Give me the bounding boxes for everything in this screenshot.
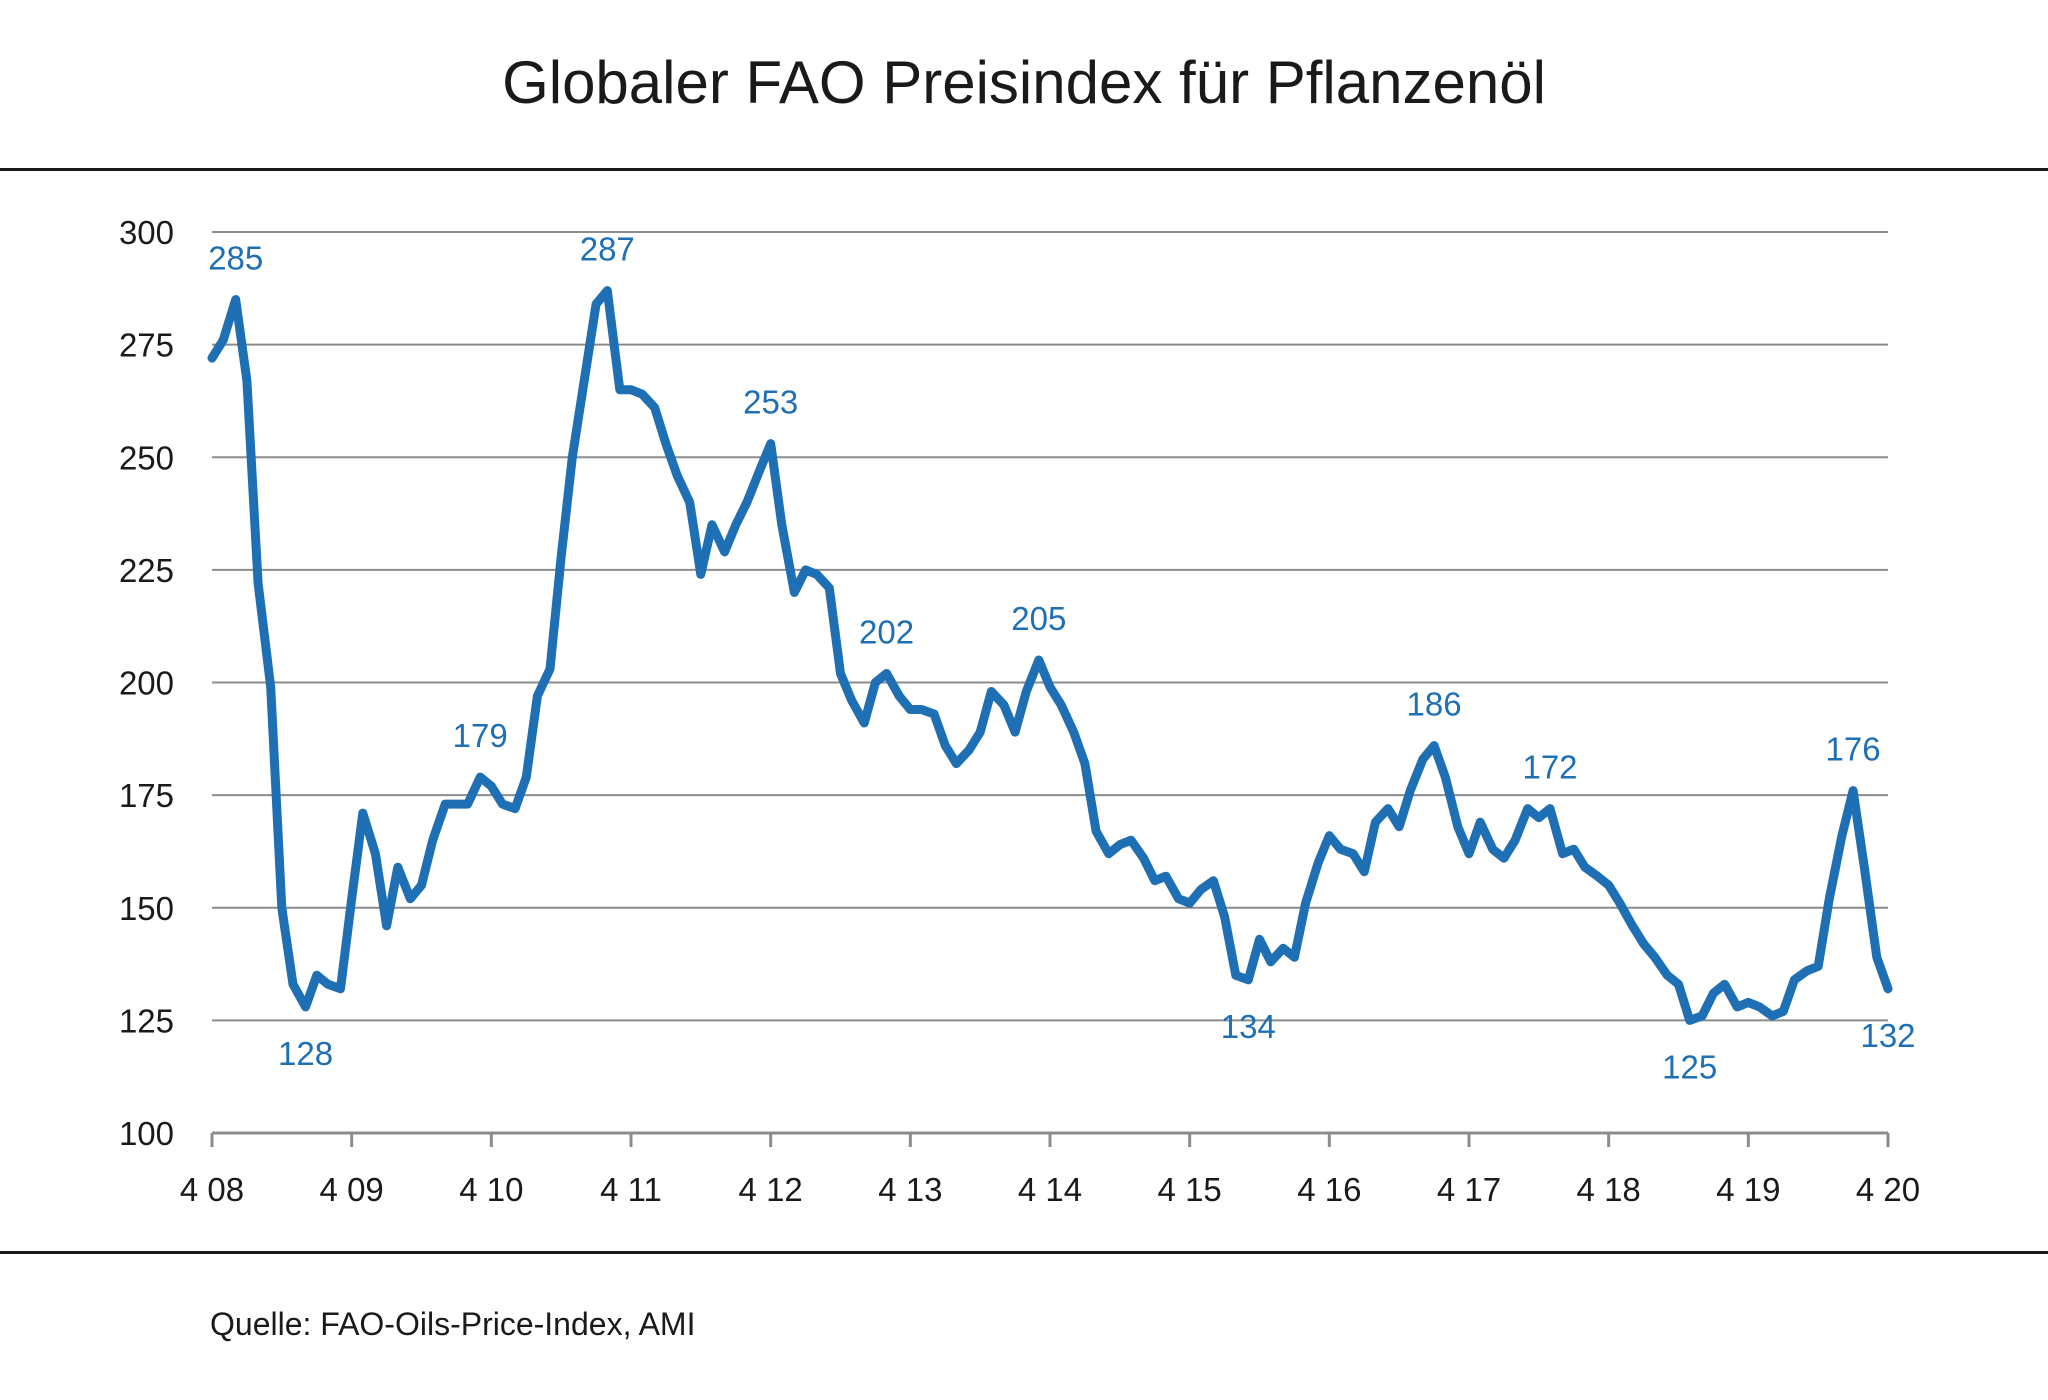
data-label-285: 285 (208, 240, 263, 277)
x-tick-label-2008: 4 08 (180, 1171, 244, 1208)
y-tick-label-100: 100 (119, 1115, 174, 1152)
x-tick-label-2009: 4 09 (320, 1171, 384, 1208)
x-tick-label-2016: 4 16 (1297, 1171, 1361, 1208)
x-tick-label-2014: 4 14 (1018, 1171, 1082, 1208)
x-tick-label-2011: 4 11 (600, 1171, 662, 1208)
x-tick-label-2010: 4 10 (459, 1171, 523, 1208)
data-label-253: 253 (743, 384, 798, 421)
y-tick-label-175: 175 (119, 777, 174, 814)
top-divider (0, 168, 2048, 171)
y-tick-label-225: 225 (119, 552, 174, 589)
x-tick-label-2020: 4 20 (1856, 1171, 1920, 1208)
bottom-divider (0, 1251, 2048, 1254)
y-tick-label-275: 275 (119, 327, 174, 364)
data-label-134: 134 (1221, 1008, 1276, 1045)
y-tick-label-300: 300 (119, 214, 174, 251)
x-tick-label-2018: 4 18 (1577, 1171, 1641, 1208)
x-tick-labels: 4 08 4 09 4 10 4 11 4 12 4 13 4 14 4 15 4 16 4 17… (180, 1171, 1920, 1208)
chart-title: Globaler FAO Preisindex für Pflanzenöl (502, 49, 1546, 116)
data-label-132: 132 (1860, 1017, 1915, 1054)
data-label-179: 179 (453, 717, 508, 754)
data-label-125: 125 (1662, 1048, 1717, 1085)
data-label-186: 186 (1407, 686, 1462, 723)
series-lines (207, 286, 1893, 1025)
y-tick-label-250: 250 (119, 439, 174, 476)
x-tick-label-2013: 4 13 (878, 1171, 942, 1208)
x-tick-label-2017: 4 17 (1437, 1171, 1501, 1208)
data-label-202: 202 (859, 613, 914, 650)
data-label-205: 205 (1011, 600, 1066, 637)
source-note: Quelle: FAO-Oils-Price-Index, AMI (210, 1306, 696, 1342)
data-label-172: 172 (1522, 749, 1577, 786)
x-tick-label-2012: 4 12 (739, 1171, 803, 1208)
series-line-0 (207, 286, 1893, 1025)
x-tick-label-2019: 4 19 (1716, 1171, 1780, 1208)
y-tick-label-150: 150 (119, 890, 174, 927)
data-label-128: 128 (278, 1035, 333, 1072)
data-label-176: 176 (1826, 731, 1881, 768)
y-tick-label-125: 125 (119, 1002, 174, 1039)
x-tick-label-2015: 4 15 (1158, 1171, 1222, 1208)
data-label-287: 287 (580, 231, 635, 268)
y-tick-labels: 100 125 150 175 200 225 250 275 300 (119, 214, 174, 1152)
data-labels: 285 128 179 287 253 202 205 134 186 172 125 176 132 (208, 231, 1915, 1086)
axes (210, 1131, 1890, 1147)
gridlines (212, 231, 1888, 1022)
y-tick-label-200: 200 (119, 665, 174, 702)
